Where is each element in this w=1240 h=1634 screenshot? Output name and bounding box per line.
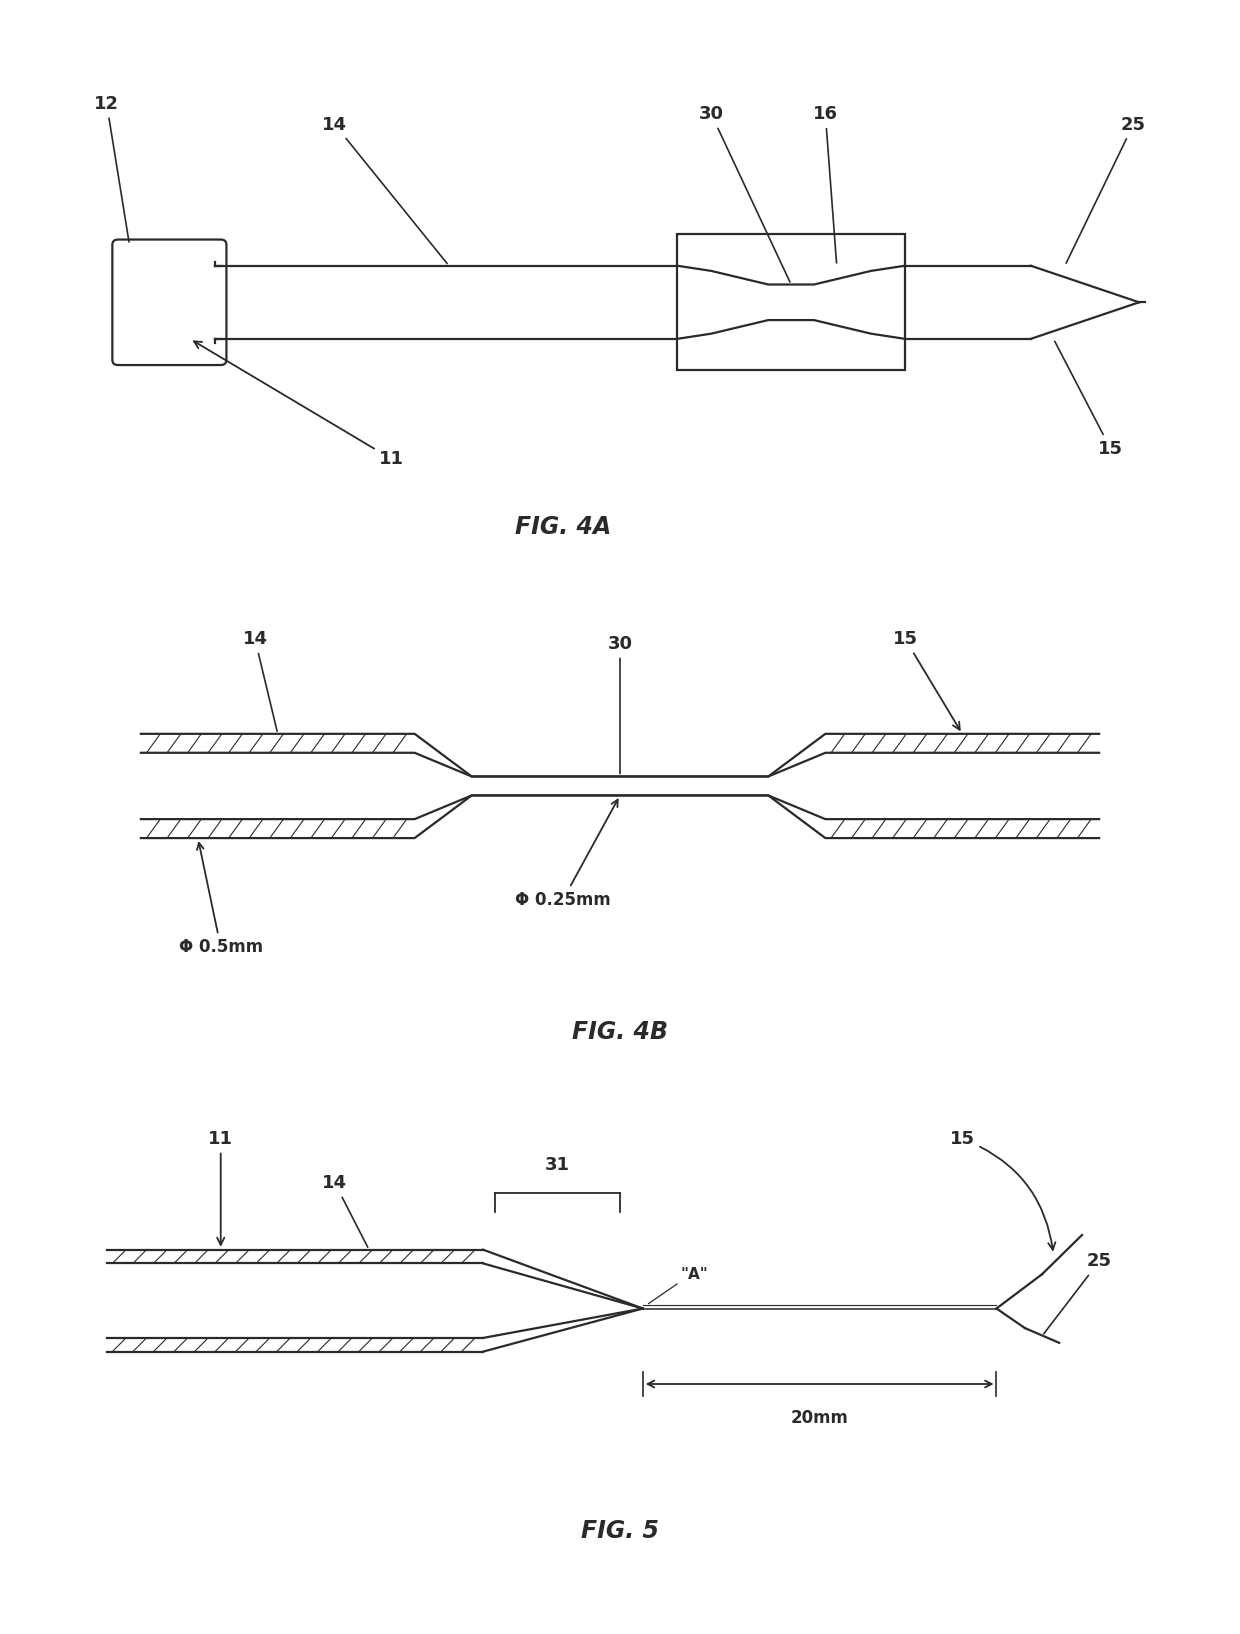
Text: 30: 30: [699, 105, 790, 283]
Text: Φ 0.5mm: Φ 0.5mm: [179, 843, 263, 956]
Text: 25: 25: [1044, 1252, 1111, 1333]
Text: 16: 16: [813, 105, 838, 263]
Text: 31: 31: [544, 1157, 569, 1175]
Bar: [677, 234, 905, 371]
Text: 14: 14: [322, 116, 448, 263]
Text: 20mm: 20mm: [791, 1409, 848, 1428]
Text: 30: 30: [608, 634, 632, 773]
Text: "A": "A": [681, 1266, 708, 1281]
Text: 25: 25: [1066, 116, 1146, 263]
Text: Φ 0.25mm: Φ 0.25mm: [515, 799, 618, 909]
Text: 15: 15: [893, 631, 960, 730]
Text: 11: 11: [193, 342, 404, 469]
Text: FIG. 4B: FIG. 4B: [572, 1020, 668, 1044]
Text: 14: 14: [322, 1173, 368, 1247]
Text: FIG. 5: FIG. 5: [582, 1520, 658, 1542]
Text: 14: 14: [243, 631, 277, 730]
Text: 12: 12: [94, 95, 129, 242]
Text: 11: 11: [208, 1129, 233, 1245]
Text: 15: 15: [950, 1129, 1055, 1250]
Text: FIG. 4A: FIG. 4A: [515, 515, 611, 539]
Text: 15: 15: [1055, 342, 1123, 458]
